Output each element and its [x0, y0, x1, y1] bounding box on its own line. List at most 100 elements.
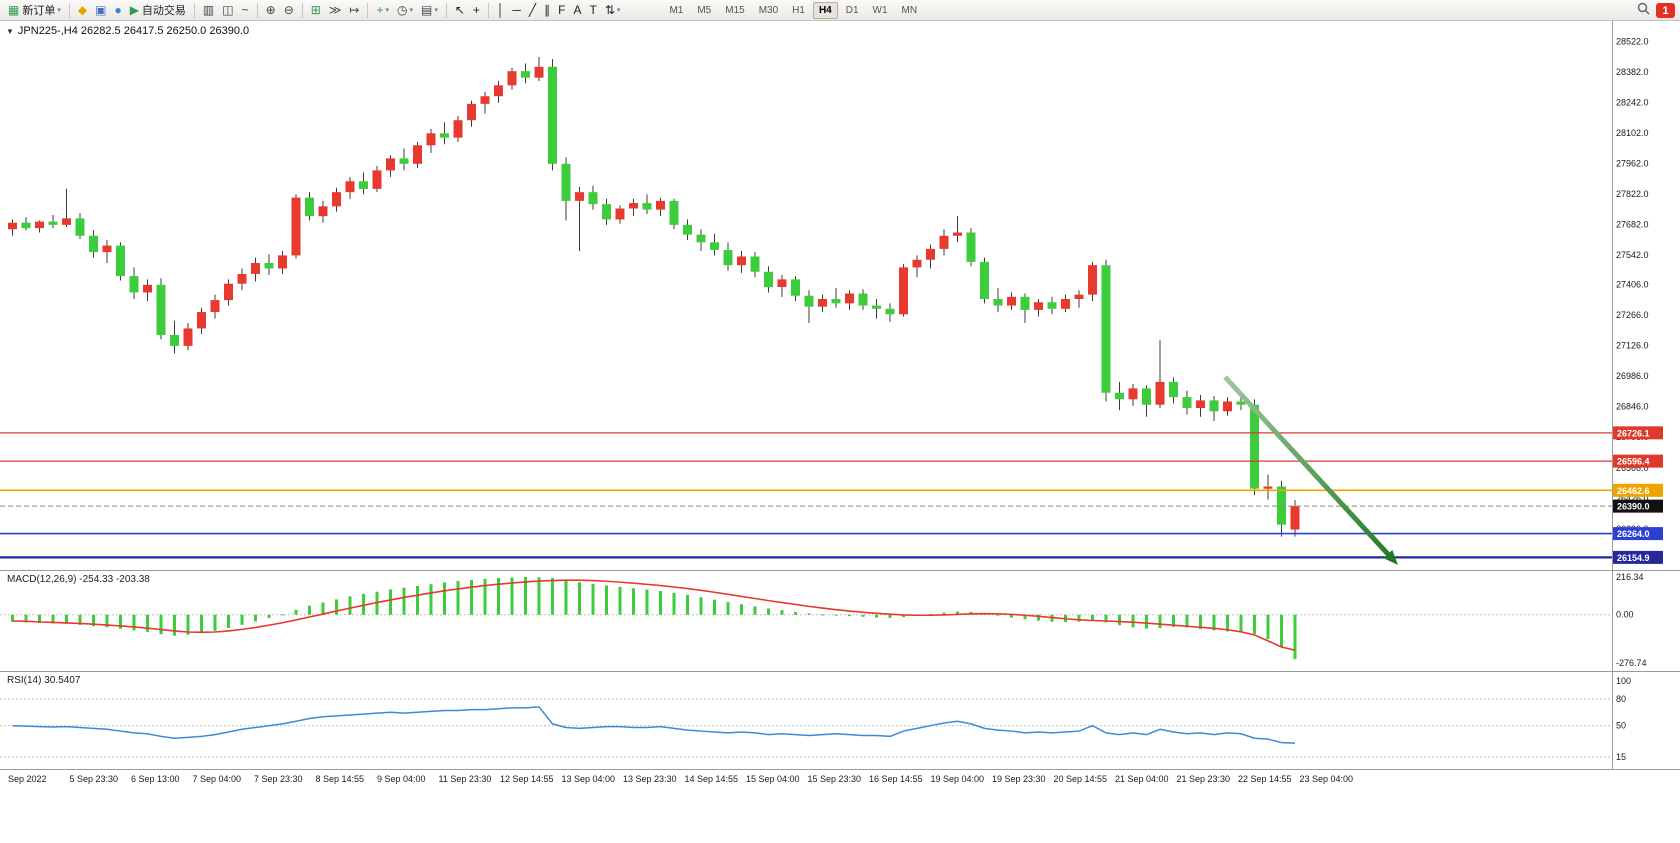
price-tag-26462.6	[1613, 483, 1663, 497]
hline-26264.0[interactable]: 26264.0	[0, 527, 1663, 541]
svg-text:26390.0: 26390.0	[1617, 502, 1650, 512]
svg-text:26426.0: 26426.0	[1616, 493, 1649, 503]
market-watch-icon[interactable]: ◆	[75, 1, 90, 20]
timeframe-m1-button[interactable]: M1	[669, 4, 684, 16]
svg-text:5 Sep 23:30: 5 Sep 23:30	[70, 774, 119, 784]
trend-arrow-object[interactable]	[1223, 375, 1398, 565]
svg-text:27542.0: 27542.0	[1616, 250, 1649, 260]
timeframe-w1-button[interactable]: W1	[872, 4, 888, 16]
hline-26462.6[interactable]: 26462.6	[0, 483, 1663, 497]
price-tag-26154.9	[1613, 550, 1663, 564]
horizontal-line-button[interactable]: ─	[509, 1, 524, 20]
svg-text:26154.9: 26154.9	[1617, 553, 1650, 563]
auto-scroll-glyph: ≫	[328, 3, 342, 17]
caret-down-icon: ▾	[385, 7, 389, 14]
svg-text:-276.74: -276.74	[1616, 658, 1647, 668]
auto-trading-button[interactable]: ▶ 自动交易	[127, 1, 189, 20]
svg-text:7 Sep 23:30: 7 Sep 23:30	[254, 774, 303, 784]
chart-title: ▼ JPN225-,H4 26282.5 26417.5 26250.0 263…	[6, 25, 249, 37]
chart-shift-button[interactable]: ↦	[346, 1, 362, 20]
hline-26390.0[interactable]: 26390.0	[0, 499, 1663, 513]
arrows-button[interactable]: ⇅ ▾	[602, 1, 624, 20]
candlestick-chart-button[interactable]: ◫	[219, 1, 236, 20]
svg-text:0.00: 0.00	[1616, 610, 1634, 620]
svg-text:216.34: 216.34	[1616, 572, 1644, 582]
bar-chart-glyph: ▥	[202, 3, 215, 17]
text-button[interactable]: A	[571, 1, 585, 20]
timeframe-m15-button[interactable]: M15	[725, 4, 745, 16]
svg-text:9 Sep 04:00: 9 Sep 04:00	[377, 774, 426, 784]
text-glyph: A	[573, 3, 582, 17]
svg-text:15 Sep 23:30: 15 Sep 23:30	[808, 774, 862, 784]
fibonacci-button[interactable]: F	[555, 1, 568, 20]
text-label-button[interactable]: T	[587, 1, 600, 20]
line-chart-button[interactable]: ~	[239, 1, 252, 20]
chart-canvas[interactable]: 28522.0 28382.0 28242.0 28102.0 27962.0 27822…	[0, 21, 1680, 843]
svg-text:80: 80	[1616, 694, 1626, 704]
bar-chart-button[interactable]: ▥	[200, 1, 217, 20]
notification-badge[interactable]: 1	[1656, 3, 1675, 18]
timeframe-mn-button[interactable]: MN	[901, 4, 918, 16]
timeframe-m30-button[interactable]: M30	[758, 4, 779, 16]
zoom-out-button[interactable]: ⊖	[281, 1, 297, 20]
rsi-label: RSI(14) 30.5407	[5, 675, 83, 686]
timeframe-toolbar: M1 M5 M15 M30 H1 H4 D1 W1 MN	[662, 1, 924, 19]
svg-text:28242.0: 28242.0	[1616, 97, 1649, 107]
svg-text:15: 15	[1616, 752, 1626, 762]
svg-text:13 Sep 04:00: 13 Sep 04:00	[562, 774, 616, 784]
tile-windows-glyph: ⊞	[310, 3, 321, 17]
macd-label: MACD(12,26,9) -254.33 -203.38	[5, 574, 152, 585]
search-icon[interactable]	[1637, 2, 1650, 20]
zoom-in-button[interactable]: ⊕	[263, 1, 279, 20]
time-axis: Sep 2022 5 Sep 23:30 6 Sep 13:00 7 Sep 04:0…	[8, 774, 1353, 784]
hline-26154.9[interactable]: 26154.9	[0, 550, 1663, 564]
templates-button[interactable]: ▤ ▾	[418, 1, 441, 20]
svg-text:26986.0: 26986.0	[1616, 371, 1649, 381]
svg-text:28382.0: 28382.0	[1616, 67, 1649, 77]
svg-text:11 Sep 23:30: 11 Sep 23:30	[439, 774, 492, 784]
periods-glyph: ◷	[396, 3, 408, 17]
price-tag-26596.4	[1613, 454, 1663, 468]
indicators-button[interactable]: + ▾	[373, 1, 392, 20]
collapse-caret-icon[interactable]: ▼	[6, 26, 14, 36]
svg-text:50: 50	[1616, 721, 1626, 731]
macd-histogram	[11, 577, 1297, 660]
cursor-glyph: ↖	[454, 3, 465, 17]
cursor-button[interactable]: ↖	[452, 1, 468, 20]
timeframe-m5-button[interactable]: M5	[697, 4, 712, 16]
hline-26726.1[interactable]: 26726.1	[0, 426, 1663, 440]
line-chart-glyph: ~	[241, 3, 249, 17]
svg-text:26596.4: 26596.4	[1617, 457, 1650, 467]
new-order-glyph: ▦	[8, 3, 20, 17]
indicators-glyph: +	[376, 3, 384, 17]
svg-text:26566.0: 26566.0	[1616, 463, 1649, 473]
caret-down-icon: ▾	[434, 7, 438, 14]
caret-down-icon: ▾	[409, 7, 413, 14]
crosshair-button[interactable]: +	[470, 1, 483, 20]
svg-text:21 Sep 23:30: 21 Sep 23:30	[1177, 774, 1231, 784]
svg-text:26846.0: 26846.0	[1616, 402, 1649, 412]
vertical-line-button[interactable]: │	[494, 1, 508, 20]
channel-button[interactable]: ∥	[541, 1, 553, 20]
candles-layer	[8, 56, 1300, 537]
data-window-icon[interactable]: ▣	[92, 1, 109, 20]
templates-glyph: ▤	[420, 3, 433, 17]
timeframe-h4-button[interactable]: H4	[812, 1, 838, 19]
svg-text:26462.6: 26462.6	[1617, 486, 1650, 496]
price-tag-26264.0	[1613, 527, 1663, 541]
tile-windows-button[interactable]: ⊞	[308, 1, 324, 20]
candlestick-chart-glyph: ◫	[222, 3, 234, 17]
timeframe-h1-button[interactable]: H1	[792, 4, 805, 16]
navigator-icon[interactable]: ●	[111, 1, 124, 20]
toolbar-separator	[367, 2, 369, 18]
new-order-button[interactable]: ▦ 新订单 ▾	[5, 1, 64, 20]
svg-text:21 Sep 04:00: 21 Sep 04:00	[1115, 774, 1169, 784]
periods-button[interactable]: ◷ ▾	[394, 1, 416, 20]
svg-text:6 Sep 13:00: 6 Sep 13:00	[131, 774, 180, 784]
trendline-button[interactable]: ╱	[526, 1, 539, 20]
auto-scroll-button[interactable]: ≫	[326, 1, 345, 20]
timeframe-d1-button[interactable]: D1	[845, 4, 859, 16]
hline-26596.4[interactable]: 26596.4	[0, 454, 1663, 468]
svg-text:7 Sep 04:00: 7 Sep 04:00	[193, 774, 242, 784]
